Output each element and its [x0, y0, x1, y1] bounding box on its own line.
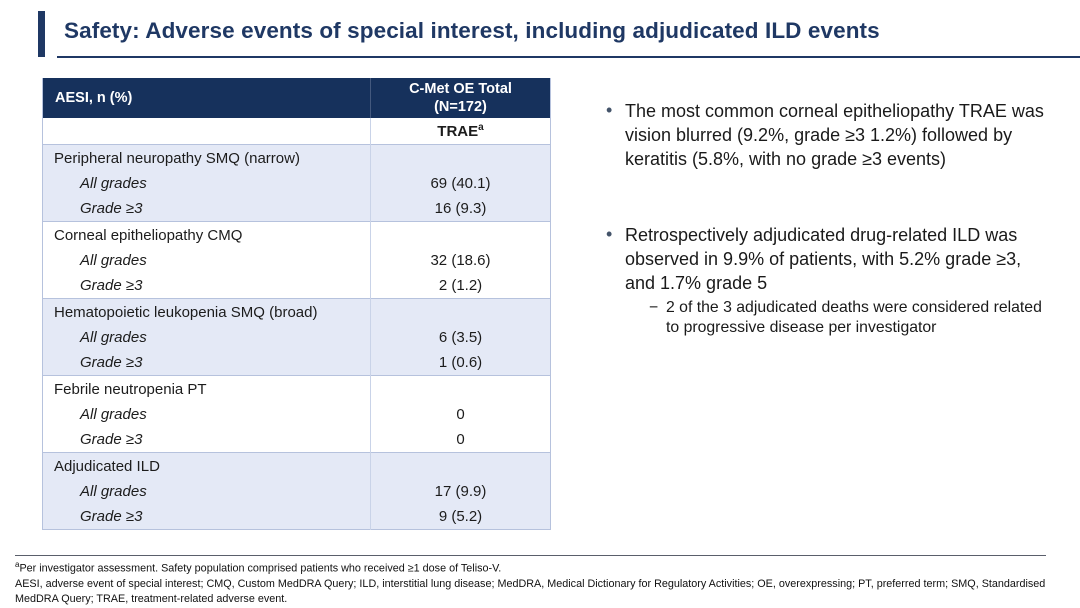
row-value: 6 (3.5): [370, 325, 551, 350]
footnote-line1: aPer investigator assessment. Safety pop…: [15, 559, 1060, 577]
section-empty-value: [370, 221, 551, 248]
table-row: All grades 0: [42, 402, 551, 427]
footnote-divider: [15, 555, 1046, 556]
table-row-section: Adjudicated ILD: [42, 452, 551, 479]
table-row: Grade ≥3 9 (5.2): [42, 504, 551, 530]
footnotes: aPer investigator assessment. Safety pop…: [15, 559, 1060, 607]
table-row-section: Corneal epitheliopathy CMQ: [42, 221, 551, 248]
table-row-section: Peripheral neuropathy SMQ (narrow): [42, 144, 551, 171]
table-row-section: Hematopoietic leukopenia SMQ (broad): [42, 298, 551, 325]
row-label: Grade ≥3: [42, 504, 371, 530]
row-value: 2 (1.2): [370, 273, 551, 299]
section-empty-value: [370, 298, 551, 325]
table-subheader-row: TRAEa: [42, 118, 551, 145]
row-label: All grades: [42, 248, 371, 273]
table-row: Grade ≥3 1 (0.6): [42, 350, 551, 376]
table-row: All grades 69 (40.1): [42, 171, 551, 196]
section-label: Febrile neutropenia PT: [42, 375, 371, 402]
row-label: All grades: [42, 171, 371, 196]
section-empty-value: [370, 375, 551, 402]
table-row: All grades 6 (3.5): [42, 325, 551, 350]
row-value: 0: [370, 402, 551, 427]
bullet-item: • The most common corneal epitheliopathy…: [598, 100, 1050, 172]
row-label: Grade ≥3: [42, 350, 371, 376]
table-row: All grades 32 (18.6): [42, 248, 551, 273]
table-row-section: Febrile neutropenia PT: [42, 375, 551, 402]
row-label: Grade ≥3: [42, 427, 371, 453]
row-value: 9 (5.2): [370, 504, 551, 530]
row-value: 0: [370, 427, 551, 453]
column-header-cmet-oe-total: C-Met OE Total (N=172): [370, 78, 551, 118]
footnote-line1-text: Per investigator assessment. Safety popu…: [19, 562, 502, 575]
row-label: All grades: [42, 479, 371, 504]
table-row: Grade ≥3 2 (1.2): [42, 273, 551, 299]
table-row: Grade ≥3 16 (9.3): [42, 196, 551, 222]
bullet-dot-icon: •: [606, 100, 613, 120]
bullet-text: Retrospectively adjudicated drug-related…: [625, 224, 1022, 293]
row-label: All grades: [42, 325, 371, 350]
footnote-superscript: a: [15, 560, 20, 569]
section-label: Hematopoietic leukopenia SMQ (broad): [42, 298, 371, 325]
subheader-trae-cell: TRAEa: [370, 118, 551, 145]
bullet-list: • The most common corneal epitheliopathy…: [598, 100, 1050, 339]
page-title: Safety: Adverse events of special intere…: [64, 18, 880, 43]
row-label: Grade ≥3: [42, 273, 371, 299]
section-label: Peripheral neuropathy SMQ (narrow): [42, 144, 371, 171]
section-label: Adjudicated ILD: [42, 452, 371, 479]
row-value: 69 (40.1): [370, 171, 551, 196]
table-row: All grades 17 (9.9): [42, 479, 551, 504]
aesi-table: AESI, n (%) C-Met OE Total (N=172) TRAEa …: [42, 78, 551, 530]
sub-bullet: − 2 of the 3 adjudicated deaths were con…: [649, 298, 1050, 339]
cmet-header-line2: (N=172): [434, 99, 487, 115]
sub-bullet-dash-icon: −: [649, 298, 659, 316]
sub-bullet-text: 2 of the 3 adjudicated deaths were consi…: [666, 298, 1042, 337]
title-underline: [57, 56, 1080, 58]
column-header-aesi: AESI, n (%): [42, 78, 371, 118]
bullet-text: The most common corneal epitheliopathy T…: [625, 101, 1044, 169]
table-row: Grade ≥3 0: [42, 427, 551, 453]
row-label: Grade ≥3: [42, 196, 371, 222]
bullet-item: • Retrospectively adjudicated drug-relat…: [598, 224, 1050, 339]
subheader-empty-cell: [42, 118, 371, 145]
section-label: Corneal epitheliopathy CMQ: [42, 221, 371, 248]
row-value: 32 (18.6): [370, 248, 551, 273]
trae-label: TRAE: [437, 123, 479, 140]
row-label: All grades: [42, 402, 371, 427]
section-empty-value: [370, 452, 551, 479]
title-accent-bar: [38, 11, 45, 57]
table-header-row: AESI, n (%) C-Met OE Total (N=172): [42, 78, 551, 118]
footnote-abbreviations: AESI, adverse event of special interest;…: [15, 577, 1046, 605]
trae-superscript: a: [478, 122, 484, 133]
section-empty-value: [370, 144, 551, 171]
cmet-header-line1: C-Met OE Total: [409, 80, 512, 97]
row-value: 1 (0.6): [370, 350, 551, 376]
row-value: 17 (9.9): [370, 479, 551, 504]
row-value: 16 (9.3): [370, 196, 551, 222]
bullet-dot-icon: •: [606, 223, 613, 244]
